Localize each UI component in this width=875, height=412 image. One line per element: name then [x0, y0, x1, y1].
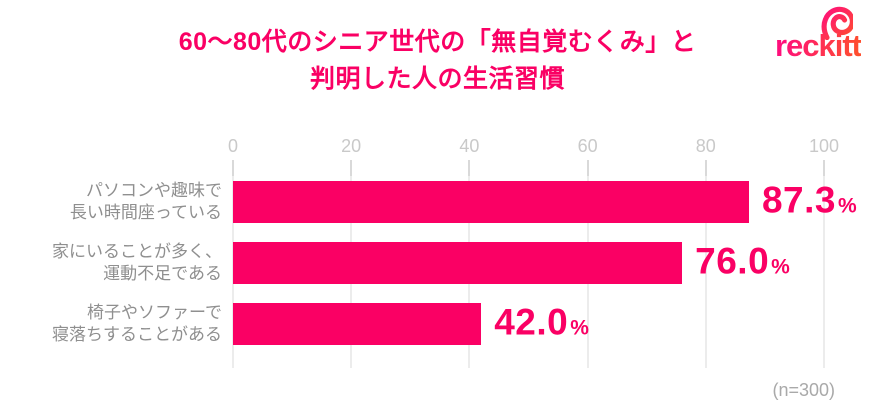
axis-tick-mark	[350, 160, 353, 176]
gridline	[823, 176, 825, 368]
reckitt-logo: reckitt	[745, 0, 875, 66]
bar	[233, 181, 749, 223]
category-label: 椅子やソファーで寝落ちすることがある	[0, 302, 222, 346]
value-label: 87.3%	[762, 179, 857, 221]
x-axis-tick-label: 0	[227, 136, 239, 156]
reckitt-swirl-icon	[821, 6, 853, 40]
x-axis-tick-label: 100	[808, 136, 840, 156]
chart-title-line-2: 判明した人の生活習慣	[309, 65, 565, 93]
reckitt-wordmark: reckitt	[774, 28, 862, 63]
category-label-line: 運動不足である	[103, 264, 222, 283]
value-label: 76.0%	[695, 240, 790, 282]
percent-sign: %	[837, 194, 857, 218]
gridline	[704, 176, 707, 368]
value-number: 87.3	[761, 179, 836, 221]
x-axis-tick-label: 40	[459, 136, 480, 156]
axis-tick-mark	[704, 160, 707, 176]
x-axis-tick-label: 60	[577, 136, 598, 156]
category-label-line: 椅子やソファーで	[87, 303, 222, 322]
chart-title-line-1: 60～80代のシニア世代の「無自覚むくみ」と	[178, 28, 697, 56]
bar	[233, 303, 482, 345]
value-label: 42.0%	[494, 301, 589, 343]
category-label-line: パソコンや趣味で	[86, 181, 222, 200]
bar	[233, 242, 683, 284]
category-label-line: 寝落ちすることがある	[52, 325, 222, 344]
category-label: パソコンや趣味で長い時間座っている	[0, 180, 222, 224]
percent-sign: %	[570, 316, 589, 340]
category-label-line: 家にいることが多く、	[52, 242, 222, 261]
axis-tick-mark	[468, 160, 471, 176]
percent-sign: %	[771, 255, 790, 279]
category-label-line: 長い時間座っている	[69, 203, 222, 222]
value-number: 42.0	[494, 301, 569, 343]
chart-title: 60～80代のシニア世代の「無自覚むくみ」と 判明した人の生活習慣	[0, 24, 875, 98]
axis-tick-mark	[586, 160, 589, 176]
axis-tick-mark	[823, 160, 825, 176]
axis-tick-mark	[232, 160, 234, 176]
value-number: 76.0	[695, 240, 770, 282]
x-axis-tick-label: 20	[341, 136, 362, 156]
x-axis-tick-label: 80	[695, 136, 716, 156]
sample-size-note: (n=300)	[772, 380, 835, 400]
category-label: 家にいることが多く、運動不足である	[0, 241, 222, 285]
